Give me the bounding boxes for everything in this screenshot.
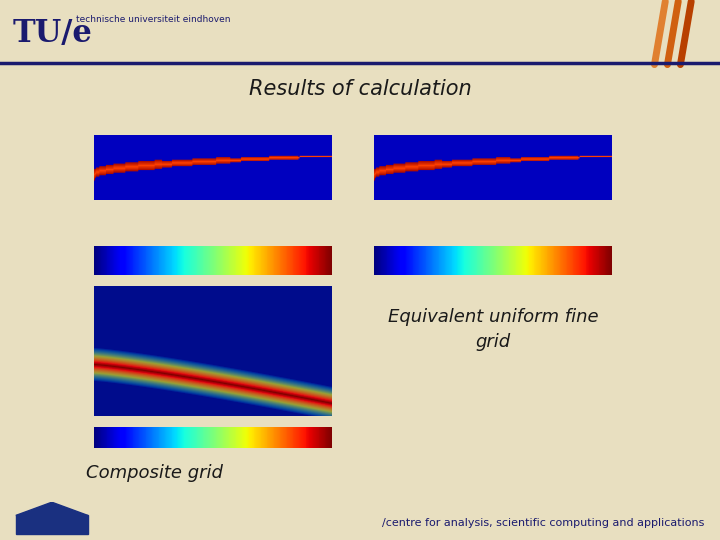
Bar [16, 515, 88, 535]
Text: Results of calculation: Results of calculation [248, 79, 472, 99]
Text: CA: CA [24, 519, 38, 528]
Text: Equivalent uniform fine
grid: Equivalent uniform fine grid [388, 308, 598, 351]
Polygon shape [16, 502, 88, 515]
Text: TU/e: TU/e [13, 18, 93, 49]
Text: technische universiteit eindhoven: technische universiteit eindhoven [76, 15, 230, 24]
Text: SA: SA [55, 519, 68, 528]
Text: Composite grid: Composite grid [86, 463, 223, 482]
Text: /centre for analysis, scientific computing and applications: /centre for analysis, scientific computi… [382, 518, 704, 528]
